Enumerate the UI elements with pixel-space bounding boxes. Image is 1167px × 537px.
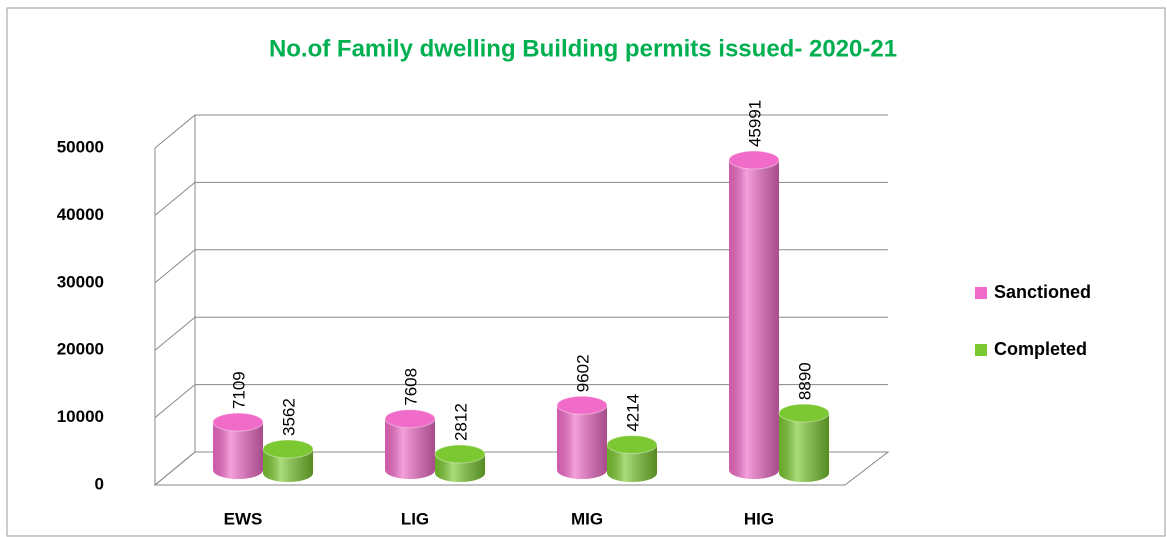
- bar-top: [434, 444, 486, 464]
- bar-shade: [213, 422, 263, 479]
- bar-top: [778, 403, 830, 423]
- data-label: 3562: [279, 398, 298, 436]
- data-label: 4214: [623, 394, 642, 432]
- grid-line: [154, 249, 888, 284]
- grid-line: [154, 181, 888, 216]
- legend-swatch: [975, 344, 987, 356]
- data-label: 2812: [451, 403, 470, 441]
- grid-line: [154, 316, 888, 351]
- data-label: 7109: [229, 371, 248, 409]
- data-label: 9602: [573, 354, 592, 392]
- x-tick-label: LIG: [401, 509, 429, 528]
- bar-top: [606, 435, 658, 455]
- bar-shade: [779, 413, 829, 482]
- bar-shade: [385, 418, 435, 479]
- bar-shade: [557, 405, 607, 479]
- bar-shade: [607, 444, 657, 482]
- data-label: 7608: [401, 368, 420, 406]
- bar-top: [556, 395, 608, 415]
- y-tick-label: 20000: [57, 340, 104, 359]
- y-tick-label: 30000: [57, 272, 104, 291]
- y-tick-label: 50000: [57, 137, 104, 156]
- y-tick-label: 40000: [57, 205, 104, 224]
- grid-line: [154, 114, 888, 149]
- bar-top: [384, 409, 436, 429]
- bar-top: [728, 150, 780, 170]
- legend-label: Sanctioned: [994, 282, 1091, 302]
- chart-title: No.of Family dwelling Building permits i…: [269, 35, 897, 62]
- legend-swatch: [975, 287, 987, 299]
- grid-line: [154, 384, 888, 418]
- x-tick-label: HIG: [744, 509, 774, 528]
- y-tick-label: 10000: [57, 407, 104, 426]
- bar-shade: [263, 448, 313, 482]
- data-label: 8890: [795, 362, 814, 400]
- y-tick-label: 0: [95, 474, 104, 493]
- data-label: 45991: [745, 100, 764, 147]
- legend-label: Completed: [994, 339, 1087, 359]
- x-tick-label: MIG: [571, 509, 603, 528]
- bar-top: [212, 412, 264, 432]
- bar-top: [262, 439, 314, 459]
- bar-shade: [729, 160, 779, 479]
- x-tick-label: EWS: [224, 509, 263, 528]
